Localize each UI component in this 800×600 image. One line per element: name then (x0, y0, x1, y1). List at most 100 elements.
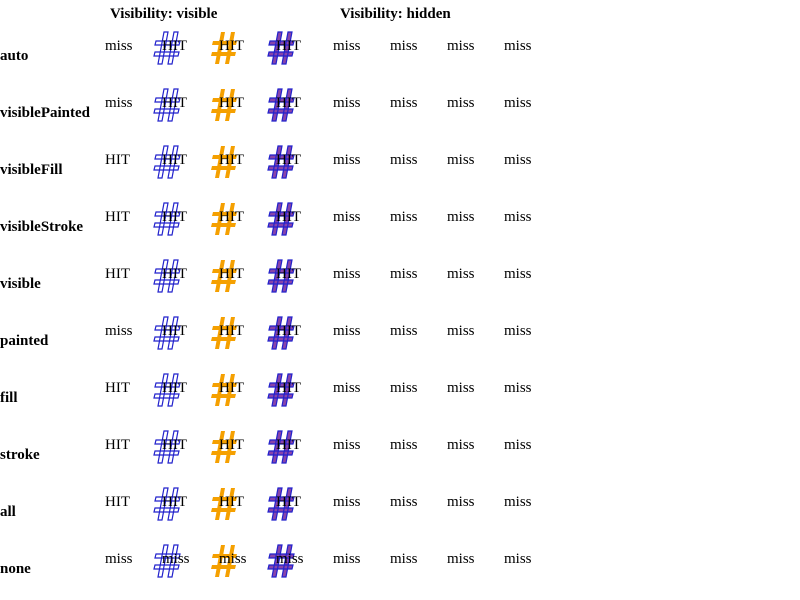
result-cell: miss (504, 494, 532, 510)
row-label-visible: visible (0, 276, 41, 292)
result-cell: miss (390, 38, 418, 54)
result-cell: miss (447, 551, 475, 567)
hash-shape-icon (267, 88, 295, 122)
result-cell: miss (333, 323, 361, 339)
result-cell: miss (390, 95, 418, 111)
result-cell: HIT (276, 152, 301, 168)
result-cell: HIT (162, 494, 187, 510)
hash-shape-icon (153, 145, 181, 179)
result-cell: HIT (105, 494, 130, 510)
hash-shape-icon (153, 430, 181, 464)
row-label-fill: fill (0, 390, 18, 406)
row-label-visibleFill: visibleFill (0, 162, 63, 178)
result-cell: miss (447, 494, 475, 510)
hash-shape-icon (267, 259, 295, 293)
result-cell: HIT (105, 152, 130, 168)
result-cell: miss (447, 437, 475, 453)
result-cell: miss (333, 266, 361, 282)
result-cell: miss (390, 494, 418, 510)
result-cell: miss (105, 95, 133, 111)
result-cell: HIT (276, 38, 301, 54)
header-visibility-hidden: Visibility: hidden (340, 6, 451, 22)
result-cell: miss (390, 209, 418, 225)
hash-shape-icon (211, 31, 238, 65)
result-cell: HIT (276, 266, 301, 282)
result-cell: miss (390, 323, 418, 339)
header-visibility-visible: Visibility: visible (110, 6, 218, 22)
result-cell: HIT (276, 494, 301, 510)
result-cell: HIT (219, 266, 244, 282)
result-cell: HIT (162, 323, 187, 339)
hash-shape-icon (153, 88, 181, 122)
result-cell: HIT (219, 209, 244, 225)
row-label-none: none (0, 561, 31, 577)
hash-shape-icon (153, 202, 181, 236)
result-cell: miss (333, 380, 361, 396)
hash-shape-icon (211, 316, 238, 350)
hash-shape-icon (267, 430, 295, 464)
hash-shape-icon (153, 544, 181, 578)
result-cell: miss (504, 95, 532, 111)
result-cell: miss (504, 209, 532, 225)
hash-shape-icon (211, 487, 238, 521)
result-cell: HIT (162, 437, 187, 453)
result-cell: miss (504, 266, 532, 282)
result-cell: HIT (219, 437, 244, 453)
hash-shape-icon (153, 373, 181, 407)
hash-shape-icon (211, 430, 238, 464)
result-cell: HIT (162, 152, 187, 168)
row-label-visibleStroke: visibleStroke (0, 219, 84, 235)
hash-shape-icon (211, 202, 238, 236)
result-cell: miss (333, 551, 361, 567)
result-cell: miss (390, 437, 418, 453)
hash-shape-icon (153, 259, 181, 293)
result-cell: miss (333, 437, 361, 453)
hash-shape-icon (267, 31, 295, 65)
result-cell: HIT (105, 209, 130, 225)
hash-shape-icon (211, 259, 238, 293)
result-cell: miss (504, 437, 532, 453)
result-cell: HIT (162, 95, 187, 111)
hash-shape-icon (267, 544, 295, 578)
result-cell: HIT (276, 437, 301, 453)
result-cell: miss (390, 266, 418, 282)
hash-shape-icon (211, 373, 238, 407)
result-cell: miss (333, 494, 361, 510)
result-cell: miss (333, 152, 361, 168)
row-label-auto: auto (0, 48, 29, 64)
row-label-stroke: stroke (0, 447, 40, 463)
result-cell: miss (390, 551, 418, 567)
result-cell: miss (333, 38, 361, 54)
result-cell: HIT (105, 266, 130, 282)
result-cell: miss (447, 266, 475, 282)
result-cell: miss (162, 551, 190, 567)
result-cell: HIT (219, 323, 244, 339)
hash-shape-icon (211, 145, 238, 179)
hash-shape-icon (153, 487, 181, 521)
hash-shape-icon (211, 88, 238, 122)
result-cell: HIT (162, 266, 187, 282)
hash-shape-icon (267, 487, 295, 521)
hash-shape-icon (267, 145, 295, 179)
row-label-painted: painted (0, 333, 49, 349)
result-cell: HIT (276, 209, 301, 225)
hash-shape-icon (267, 316, 295, 350)
result-cell: HIT (162, 380, 187, 396)
result-cell: miss (447, 95, 475, 111)
result-cell: miss (447, 38, 475, 54)
hash-shape-icon (267, 373, 295, 407)
result-cell: HIT (219, 38, 244, 54)
result-cell: miss (390, 380, 418, 396)
result-cell: miss (333, 209, 361, 225)
result-cell: HIT (219, 380, 244, 396)
hash-shape-icon (267, 202, 295, 236)
hash-shape-icon (211, 544, 238, 578)
result-cell: miss (447, 209, 475, 225)
result-cell: HIT (162, 38, 187, 54)
result-cell: miss (276, 551, 304, 567)
result-cell: miss (105, 38, 133, 54)
result-cell: miss (447, 152, 475, 168)
result-cell: HIT (276, 323, 301, 339)
result-cell: miss (504, 323, 532, 339)
result-cell: miss (390, 152, 418, 168)
